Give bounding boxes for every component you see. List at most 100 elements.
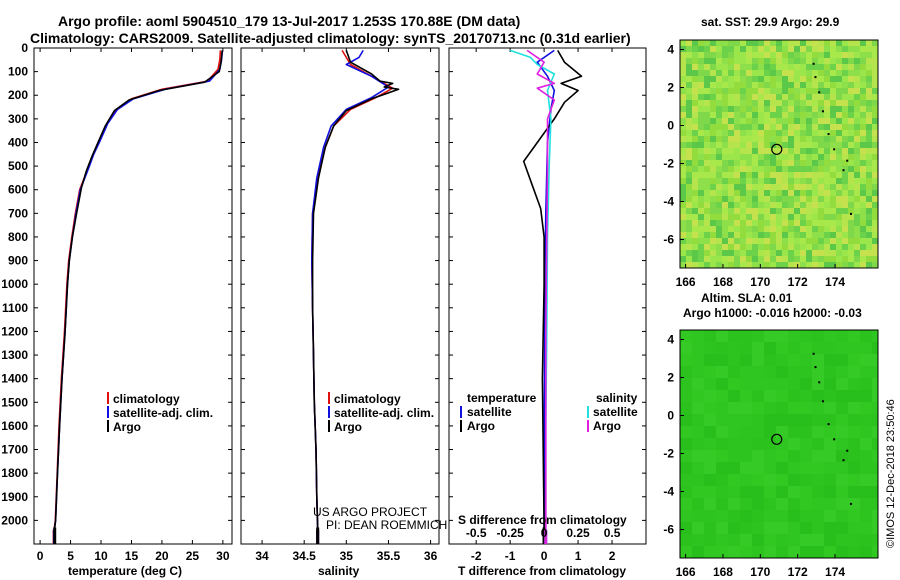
map-cell xyxy=(824,498,837,511)
map-cell xyxy=(680,52,687,59)
map-cell xyxy=(734,238,741,245)
map-cell xyxy=(734,130,741,137)
map-cell xyxy=(866,124,873,131)
map-cell xyxy=(722,262,729,268)
map-cell xyxy=(752,208,759,215)
map-cell xyxy=(836,510,849,523)
map-cell xyxy=(812,486,825,499)
map-cell xyxy=(836,76,843,83)
map-cell xyxy=(686,40,693,47)
map-cell xyxy=(716,378,729,391)
map-cell xyxy=(686,184,693,191)
map-cell xyxy=(854,226,861,233)
map-cell xyxy=(740,160,747,167)
map-cell xyxy=(818,88,825,95)
map-cell xyxy=(848,250,855,257)
map-cell xyxy=(782,64,789,71)
map-cell xyxy=(788,510,801,523)
map-cell xyxy=(686,166,693,173)
map-cell xyxy=(776,112,783,119)
map-cell xyxy=(824,40,831,47)
map-cell xyxy=(752,184,759,191)
map-cell xyxy=(782,196,789,203)
map-cell xyxy=(782,100,789,107)
map-cell xyxy=(710,232,717,239)
map-cell xyxy=(728,172,735,179)
map-cell xyxy=(818,112,825,119)
map-cell xyxy=(710,118,717,125)
map-cell xyxy=(716,178,723,185)
map-cell xyxy=(704,172,711,179)
map-cell xyxy=(734,226,741,233)
map-cell xyxy=(758,124,765,131)
map-cell xyxy=(734,100,741,107)
map-cell xyxy=(728,262,735,268)
map-cell xyxy=(836,208,843,215)
map-cell xyxy=(824,534,837,547)
map-cell xyxy=(776,378,789,391)
map-cell xyxy=(704,136,711,143)
difference-xlabel-s: S difference from climatology xyxy=(458,513,627,527)
map-cell xyxy=(788,426,801,439)
map-cell xyxy=(794,64,801,71)
map-cell xyxy=(770,172,777,179)
island-mark xyxy=(842,169,845,172)
map-cell xyxy=(686,244,693,251)
map-cell xyxy=(848,196,855,203)
depth-tick-label: 100 xyxy=(8,65,28,79)
depth-tick-label: 200 xyxy=(8,88,28,102)
map-cell xyxy=(872,118,878,125)
map-cell xyxy=(842,148,849,155)
map-cell xyxy=(764,498,777,511)
map-cell xyxy=(752,522,765,535)
map-cell xyxy=(764,124,771,131)
map-cell xyxy=(854,172,861,179)
map-cell xyxy=(866,250,873,257)
lat-tick-label: 2 xyxy=(667,81,674,95)
map-cell xyxy=(704,112,711,119)
x-tick-label: 20 xyxy=(155,549,169,563)
island-mark xyxy=(812,352,815,355)
map-cell xyxy=(830,250,837,257)
island-mark xyxy=(849,502,852,505)
map-cell xyxy=(866,136,873,143)
map-cell xyxy=(722,208,729,215)
map-cell xyxy=(692,88,699,95)
map-cell xyxy=(686,214,693,221)
map-cell xyxy=(716,202,723,209)
map-cell xyxy=(740,202,747,209)
map-cell xyxy=(758,76,765,83)
map-cell xyxy=(764,510,777,523)
map-cell xyxy=(716,58,723,65)
map-cell xyxy=(824,226,831,233)
map-cell xyxy=(836,546,849,558)
map-cell xyxy=(692,522,705,535)
map-cell xyxy=(722,172,729,179)
map-cell xyxy=(812,124,819,131)
series-line-t-argo xyxy=(522,50,583,528)
map-cell xyxy=(710,40,717,47)
map-cell xyxy=(740,166,747,173)
map-cell xyxy=(800,354,813,367)
map-cell xyxy=(764,40,771,47)
map-cell xyxy=(764,474,777,487)
map-cell xyxy=(764,64,771,71)
map-cell xyxy=(746,214,753,221)
map-cell xyxy=(872,378,878,391)
map-cell xyxy=(764,390,777,403)
map-cell xyxy=(728,462,741,475)
map-cell xyxy=(806,256,813,263)
map-cell xyxy=(830,184,837,191)
map-cell xyxy=(758,214,765,221)
map-cell xyxy=(758,226,765,233)
map-cell xyxy=(704,70,711,77)
map-cell xyxy=(860,390,873,403)
map-cell xyxy=(680,70,687,77)
map-cell xyxy=(824,46,831,53)
map-cell xyxy=(818,244,825,251)
map-cell xyxy=(746,82,753,89)
map-cell xyxy=(854,76,861,83)
map-cell xyxy=(746,52,753,59)
map-cell xyxy=(704,76,711,83)
map-cell xyxy=(848,58,855,65)
